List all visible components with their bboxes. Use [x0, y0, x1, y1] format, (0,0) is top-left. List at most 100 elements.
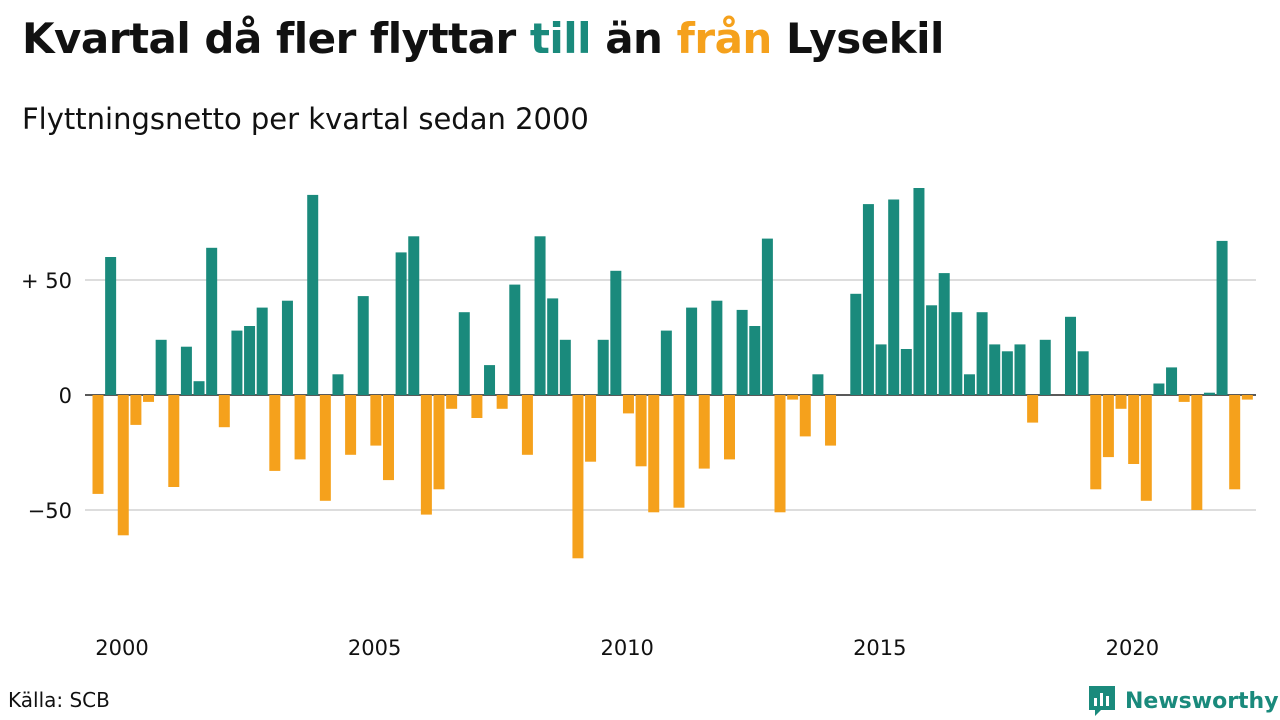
bar — [130, 395, 142, 425]
bar — [761, 238, 773, 395]
bar — [774, 395, 786, 513]
bar — [862, 204, 874, 395]
bar — [256, 307, 268, 395]
bar — [408, 236, 420, 395]
bar — [1241, 395, 1253, 400]
bar — [926, 305, 938, 395]
chart-title: Kvartal då fler flyttar till än från Lys… — [22, 14, 944, 63]
bar — [458, 312, 470, 395]
bar — [913, 188, 925, 395]
y-tick-label: + 50 — [21, 269, 72, 293]
bars — [92, 188, 1253, 559]
bar — [888, 199, 900, 395]
bar — [585, 395, 597, 462]
title-part-1: Kvartal då fler flyttar — [22, 14, 530, 63]
source-label: Källa: SCB — [8, 688, 110, 712]
bar — [660, 330, 672, 395]
title-highlight-till: till — [529, 14, 592, 63]
bar — [1090, 395, 1102, 490]
bar — [597, 339, 609, 395]
bar — [1178, 395, 1190, 402]
bar — [1128, 395, 1140, 464]
bar — [673, 395, 685, 508]
bar — [736, 309, 748, 395]
bar — [648, 395, 660, 513]
bar — [559, 339, 571, 395]
bar — [875, 344, 887, 395]
bar — [1140, 395, 1152, 501]
bar — [799, 395, 811, 437]
bar — [610, 270, 622, 395]
bar — [395, 252, 407, 395]
bar — [244, 326, 256, 395]
newsworthy-logo-icon — [1089, 686, 1115, 716]
bar — [446, 395, 458, 409]
bar — [521, 395, 533, 455]
bar — [332, 374, 344, 395]
bar — [825, 395, 837, 446]
bar — [963, 374, 975, 395]
bar — [900, 349, 912, 395]
bar — [180, 346, 192, 395]
bar — [534, 236, 546, 395]
bar — [281, 300, 293, 395]
bar — [787, 395, 799, 400]
bar — [370, 395, 382, 446]
bar — [471, 395, 483, 418]
bar — [1191, 395, 1203, 510]
brand-name: Newsworthy — [1125, 688, 1279, 714]
x-tick-label: 2000 — [95, 636, 148, 660]
bar — [698, 395, 710, 469]
bar — [989, 344, 1001, 395]
bar — [143, 395, 155, 402]
bar — [1229, 395, 1241, 490]
bar — [1203, 392, 1215, 395]
bar — [1102, 395, 1114, 458]
bar — [105, 257, 117, 395]
bar — [509, 284, 521, 395]
bar — [812, 374, 824, 395]
bar — [1001, 351, 1013, 395]
brand: Newsworthy — [1087, 684, 1279, 718]
y-tick-label: 0 — [59, 384, 72, 408]
bar — [294, 395, 306, 460]
bar — [307, 194, 319, 395]
bar — [850, 293, 862, 395]
bar — [92, 395, 104, 494]
bar — [269, 395, 281, 471]
y-tick-label: −50 — [28, 499, 72, 523]
bar — [1115, 395, 1127, 409]
bar — [319, 395, 331, 501]
chart-subtitle: Flyttningsnetto per kvartal sedan 2000 — [22, 102, 589, 136]
bar — [622, 395, 634, 414]
bar — [117, 395, 129, 536]
bar — [433, 395, 445, 490]
bar — [951, 312, 963, 395]
title-highlight-fran: från — [676, 14, 773, 63]
axis-labels: + 50 0 −50 2000 2005 2010 2015 2020 — [21, 269, 1159, 660]
bar — [382, 395, 394, 481]
bar — [572, 395, 584, 559]
bar — [635, 395, 647, 467]
bar — [1065, 316, 1077, 395]
x-tick-label: 2020 — [1106, 636, 1159, 660]
bar — [193, 381, 205, 395]
bar — [547, 298, 559, 395]
x-tick-label: 2015 — [853, 636, 906, 660]
bar — [231, 330, 243, 395]
title-part-2: än — [591, 14, 677, 63]
bar — [496, 395, 508, 409]
bar — [155, 339, 167, 395]
bar — [686, 307, 698, 395]
bar — [1027, 395, 1039, 423]
bar — [724, 395, 735, 460]
bar — [749, 326, 761, 395]
bar — [1077, 351, 1089, 395]
bar — [976, 312, 988, 395]
bar — [711, 300, 723, 395]
bar — [357, 296, 369, 395]
bar — [484, 365, 496, 395]
bar — [206, 247, 218, 395]
bar — [1039, 339, 1051, 395]
